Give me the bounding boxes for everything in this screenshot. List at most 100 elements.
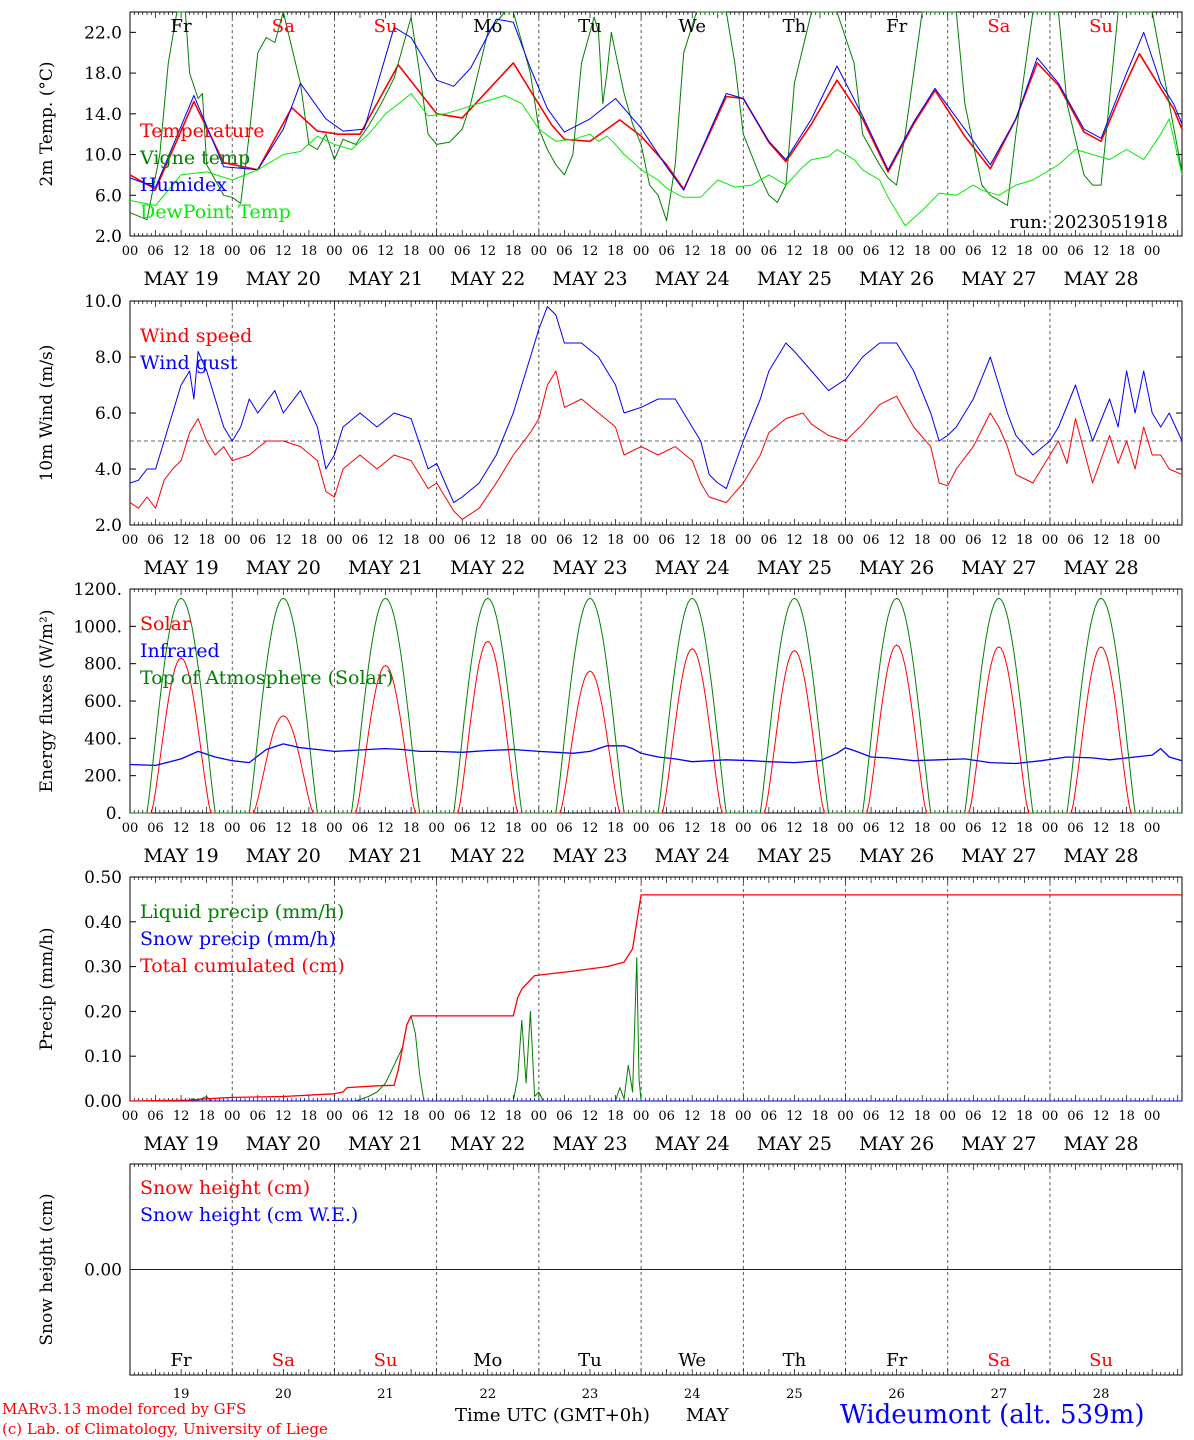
hour-tick-label: 00 [326, 533, 343, 548]
top-day-label: Sa [987, 16, 1010, 37]
series-humidex [129, 18, 1183, 191]
hour-tick-label: 18 [301, 244, 318, 259]
hour-tick-label: 06 [454, 821, 471, 836]
hour-tick-label: 06 [761, 244, 778, 259]
date-label: MAY 20 [246, 268, 321, 290]
hour-tick-label: 06 [249, 533, 266, 548]
hour-tick-label: 00 [633, 821, 650, 836]
hour-tick-label: 06 [658, 821, 675, 836]
date-label: MAY 25 [757, 557, 832, 579]
legend-vigne-temp: Vigne temp [139, 147, 250, 169]
hour-tick-label: 00 [428, 244, 445, 259]
hour-tick-label: 18 [1016, 244, 1033, 259]
day-number-label: 24 [684, 1387, 701, 1402]
hour-tick-label: 18 [1016, 1109, 1033, 1124]
hour-tick-label: 06 [761, 821, 778, 836]
hour-tick-label: 06 [249, 1109, 266, 1124]
hour-tick-label: 18 [812, 1109, 829, 1124]
date-label: MAY 19 [144, 557, 219, 579]
date-label: MAY 27 [961, 557, 1036, 579]
series-vigne-temp [129, 11, 1183, 222]
hour-tick-label: 06 [147, 821, 164, 836]
hour-tick-label: 12 [684, 1109, 701, 1124]
hour-tick-label: 12 [173, 533, 190, 548]
legend-total-cumulated-cm-: Total cumulated (cm) [140, 955, 345, 977]
hour-tick-label: 06 [863, 533, 880, 548]
hour-tick-label: 06 [1067, 1109, 1084, 1124]
top-day-label: Fr [886, 16, 907, 37]
hour-tick-label: 12 [173, 244, 190, 259]
y-tick-label: 10.0 [84, 146, 122, 166]
bottom-day-label: Sa [272, 1350, 295, 1371]
y-tick-label: 14.0 [84, 105, 122, 125]
top-day-label: Mo [473, 16, 502, 37]
hour-tick-label: 12 [888, 821, 905, 836]
top-day-label: Th [783, 16, 807, 37]
hour-tick-label: 00 [326, 1109, 343, 1124]
date-label: MAY 21 [348, 845, 423, 867]
legend-snow-height-cm-: Snow height (cm) [140, 1177, 310, 1199]
hour-tick-label: 00 [1042, 821, 1059, 836]
bottom-day-label: Fr [886, 1350, 907, 1371]
date-label: MAY 22 [450, 268, 525, 290]
hour-tick-label: 18 [1118, 821, 1135, 836]
date-label: MAY 28 [1063, 1133, 1138, 1155]
hour-tick-label: 00 [735, 1109, 752, 1124]
hour-tick-label: 18 [1118, 533, 1135, 548]
y-tick-label: 1200. [73, 580, 122, 600]
date-label: MAY 24 [655, 1133, 730, 1155]
hour-tick-label: 00 [939, 244, 956, 259]
date-label: MAY 26 [859, 268, 934, 290]
hour-tick-label: 12 [1093, 244, 1110, 259]
series-total-cumulated-cm- [129, 894, 1182, 1102]
y-axis-label: 10m Wind (m/s) [37, 345, 57, 482]
hour-tick-label: 12 [377, 1109, 394, 1124]
hour-tick-label: 18 [914, 533, 931, 548]
hour-tick-label: 06 [352, 533, 369, 548]
date-label: MAY 22 [450, 1133, 525, 1155]
y-axis-label: Precip (mm/h) [37, 927, 57, 1050]
date-label: MAY 25 [757, 1133, 832, 1155]
hour-tick-label: 06 [1067, 821, 1084, 836]
hour-tick-label: 12 [377, 533, 394, 548]
legend-snow-height-cm-w-e-: Snow height (cm W.E.) [140, 1204, 358, 1226]
hour-tick-label: 12 [479, 244, 496, 259]
hour-tick-label: 06 [556, 244, 573, 259]
legend-top-of-atmosphere-solar-: Top of Atmosphere (Solar) [140, 667, 393, 689]
date-label: MAY 20 [246, 1133, 321, 1155]
hour-tick-label: 00 [633, 1109, 650, 1124]
hour-tick-label: 00 [224, 244, 241, 259]
y-tick-label: 0.20 [84, 1002, 122, 1022]
hour-tick-label: 06 [863, 1109, 880, 1124]
series-infrared [129, 743, 1183, 767]
date-label: MAY 23 [552, 845, 627, 867]
hour-tick-label: 12 [1093, 821, 1110, 836]
date-label: MAY 24 [655, 557, 730, 579]
hour-tick-label: 12 [479, 821, 496, 836]
hour-tick-label: 06 [556, 821, 573, 836]
hour-tick-label: 18 [709, 821, 726, 836]
hour-tick-label: 00 [939, 533, 956, 548]
lab-credit: (c) Lab. of Climatology, University of L… [2, 1420, 328, 1438]
hour-tick-label: 00 [1144, 244, 1161, 259]
date-label: MAY 28 [1063, 268, 1138, 290]
hour-tick-label: 18 [301, 533, 318, 548]
date-label: MAY 22 [450, 845, 525, 867]
day-number-label: 26 [888, 1387, 905, 1402]
hour-tick-label: 12 [173, 1109, 190, 1124]
hour-tick-label: 00 [531, 821, 548, 836]
hour-tick-label: 12 [582, 244, 599, 259]
hour-tick-label: 18 [505, 821, 522, 836]
hour-tick-label: 12 [888, 1109, 905, 1124]
day-number-label: 27 [991, 1387, 1008, 1402]
legend-liquid-precip-mm-h-: Liquid precip (mm/h) [140, 901, 344, 923]
plot-frame [129, 588, 1183, 814]
bottom-day-label: Mo [473, 1350, 502, 1371]
hour-tick-label: 18 [709, 533, 726, 548]
series-liquid-precip-mm-h- [130, 957, 1182, 1102]
hour-tick-label: 00 [1144, 533, 1161, 548]
y-tick-label: 600. [84, 692, 122, 712]
date-label: MAY 23 [552, 1133, 627, 1155]
hour-tick-label: 18 [812, 821, 829, 836]
